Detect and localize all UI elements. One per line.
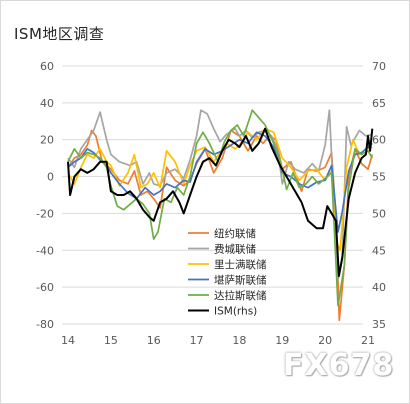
legend-label: 费城联储 [214,243,256,256]
right-tick-label: 45 [372,244,386,257]
grid-lines [62,65,363,325]
series-line [67,127,373,252]
watermark: FX678 [283,348,395,383]
left-tick-label: 40 [40,97,54,110]
chart-title: ISM地区调查 [14,25,105,43]
left-tick-label: -60 [36,281,54,294]
x-axis: 14 15 16 17 18 19 20 21 [61,334,375,347]
legend-label: ISM(rhs) [214,306,257,318]
x-tick-label: 16 [147,334,161,347]
x-tick-label: 21 [361,334,375,347]
legend-label: 纽约联储 [214,227,256,240]
right-y-axis: 70 65 60 55 50 45 40 35 [372,60,386,331]
left-tick-label: 60 [40,60,54,73]
left-tick-label: 0 [47,171,54,184]
left-y-axis: 60 40 20 0 -20 -40 -60 -80 [36,60,54,331]
left-tick-label: -40 [36,244,54,257]
series-lines [67,109,374,322]
right-tick-label: 35 [372,318,386,331]
right-tick-label: 70 [372,60,386,73]
legend-label: 堪萨斯联储 [214,274,267,287]
x-tick-label: 15 [104,334,118,347]
right-tick-label: 55 [372,171,386,184]
left-tick-label: 20 [40,134,54,147]
x-tick-label: 19 [275,334,289,347]
series-line [67,127,374,278]
series-line [67,109,373,281]
series-line [67,131,373,233]
legend-label: 里士满联储 [214,258,267,271]
left-tick-label: -20 [36,207,54,220]
x-tick-label: 14 [61,334,75,347]
right-tick-label: 50 [372,207,386,220]
x-tick-label: 17 [190,334,204,347]
x-tick-label: 18 [232,334,246,347]
right-tick-label: 65 [372,97,386,110]
x-tick-label: 20 [318,334,332,347]
right-tick-label: 60 [372,134,386,147]
right-tick-label: 40 [372,281,386,294]
left-tick-label: -80 [36,318,54,331]
legend-label: 达拉斯联储 [214,289,267,302]
